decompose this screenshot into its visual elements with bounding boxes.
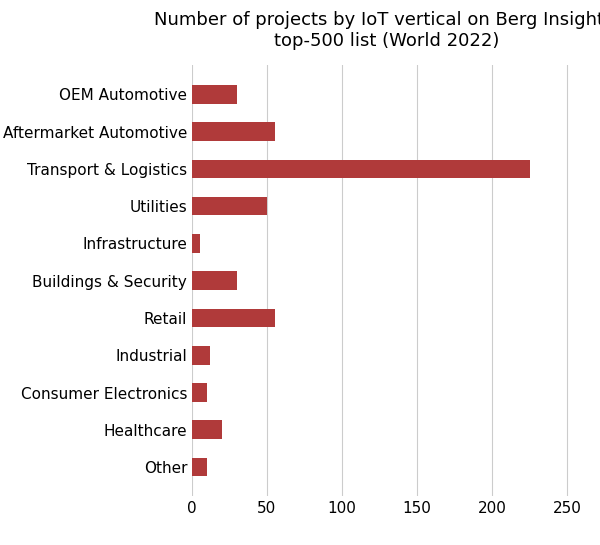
Bar — [192, 308, 275, 327]
Bar — [192, 420, 222, 439]
Bar — [192, 383, 207, 402]
Bar — [192, 85, 237, 104]
Bar — [192, 458, 207, 476]
Title: Number of projects by IoT vertical on Berg Insight’s
top-500 list (World 2022): Number of projects by IoT vertical on Be… — [154, 11, 600, 50]
Bar — [192, 122, 275, 141]
Bar — [192, 234, 199, 253]
Bar — [192, 160, 530, 178]
Bar — [192, 197, 267, 215]
Bar — [192, 346, 210, 365]
Bar — [192, 271, 237, 290]
